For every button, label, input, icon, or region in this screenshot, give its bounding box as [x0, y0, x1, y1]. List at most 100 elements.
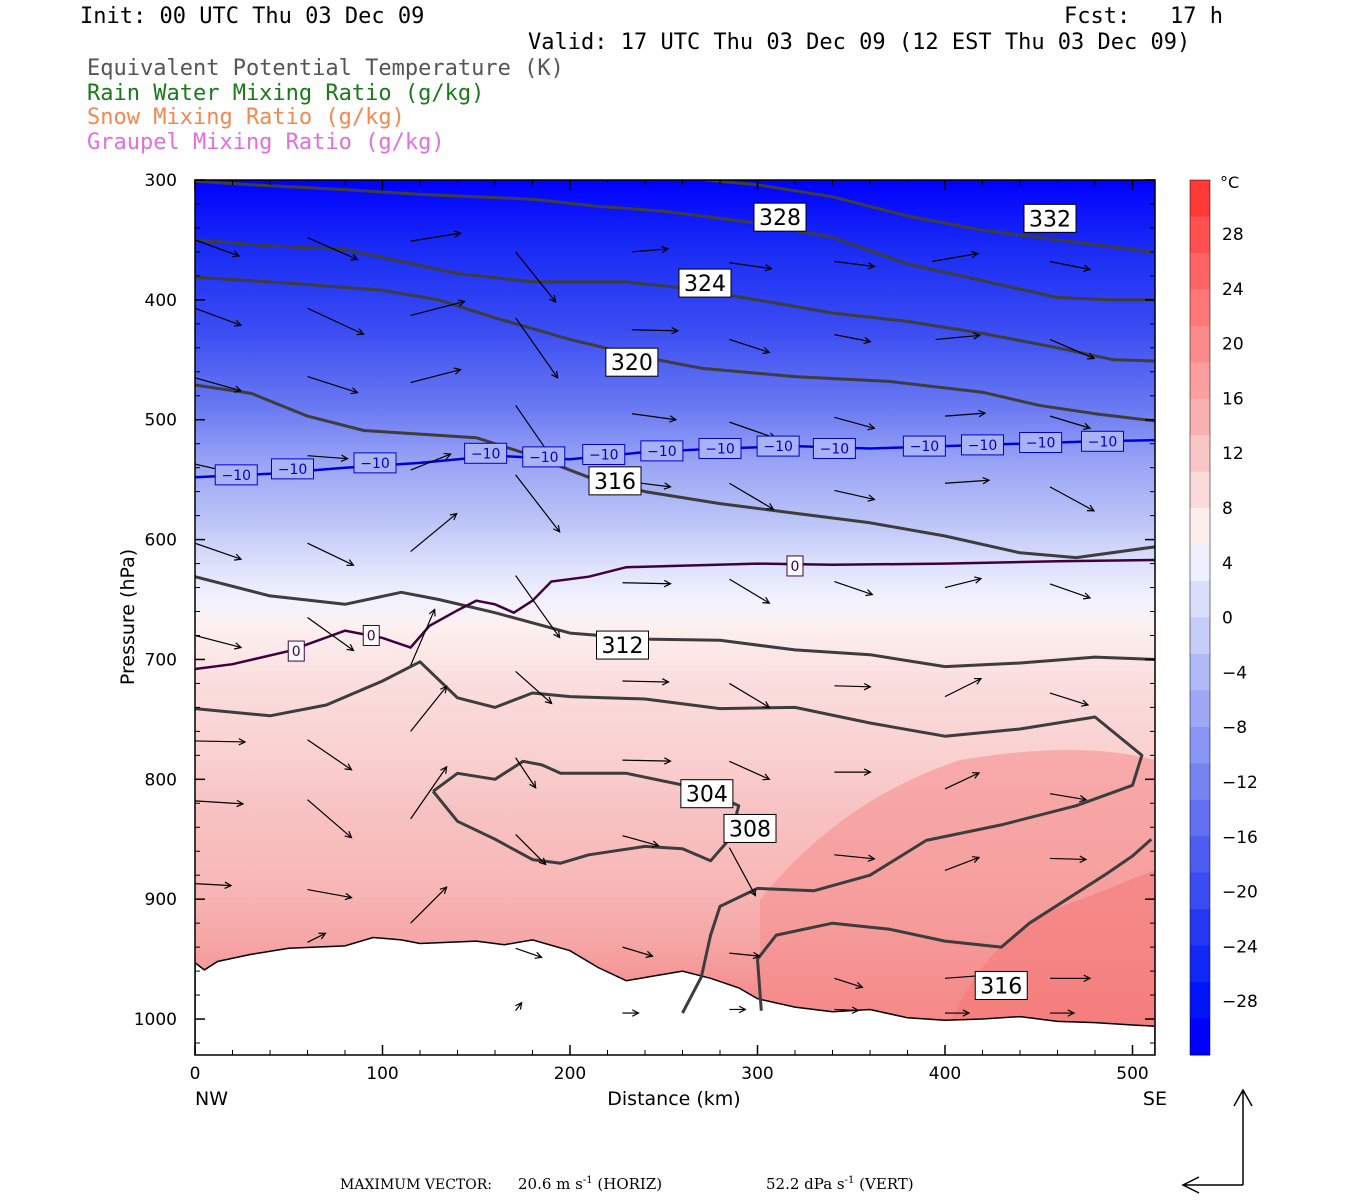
- ref-vector-horizontal: [1181, 1176, 1243, 1194]
- label-text: −10: [1088, 434, 1118, 450]
- vector-shaft: [729, 338, 770, 353]
- vector-shaft: [1049, 260, 1091, 271]
- isotherm-label: −10: [640, 440, 684, 462]
- label-box: [1023, 203, 1077, 233]
- wind-vector: [931, 250, 980, 263]
- vector-shaft: [622, 835, 659, 847]
- vector-head: [661, 678, 670, 686]
- wind-vector: [410, 512, 458, 553]
- colorbar-swatch: [1190, 653, 1210, 691]
- vector-head: [978, 409, 987, 418]
- vector-shaft: [622, 680, 669, 683]
- vector-head: [224, 881, 233, 889]
- label-box: [756, 435, 800, 457]
- label-text: −10: [529, 450, 559, 466]
- vector-head: [1081, 699, 1090, 707]
- vector-head: [974, 576, 983, 584]
- vector-head: [1082, 592, 1092, 600]
- vector-shaft: [944, 479, 990, 484]
- vector-head: [233, 553, 243, 561]
- x-tick-label-0: 0: [190, 1064, 201, 1084]
- vector-head: [1079, 855, 1088, 863]
- wind-vector: [944, 476, 991, 485]
- axes: 300 400 500 600 700 800 900 1000 0 100 200 300 400 50…: [117, 171, 1167, 1110]
- vector-head: [1083, 264, 1092, 272]
- wind-vector: [410, 886, 448, 924]
- valid-time: Valid: 17 UTC Thu 03 Dec 09 (12 EST Thu …: [528, 30, 1191, 55]
- colorbar-swatch: [1190, 872, 1210, 910]
- wind-vector: [1049, 486, 1096, 512]
- isotherm-label: −10: [214, 464, 258, 486]
- label-box: [1019, 432, 1063, 453]
- vector-shaft: [195, 634, 242, 649]
- vector-shaft: [307, 455, 348, 460]
- label-text: 304: [686, 783, 728, 808]
- isotherm-label: −10: [812, 437, 856, 459]
- vector-shaft: [1049, 857, 1087, 861]
- label-box: [902, 435, 946, 457]
- vector-shaft: [195, 740, 246, 743]
- colorbar-tick-label: 20: [1222, 335, 1244, 355]
- label-text: −10: [763, 439, 793, 455]
- vector-head: [663, 757, 672, 765]
- label-text: 332: [1029, 207, 1071, 232]
- isotherm-label: −10: [464, 442, 508, 464]
- colorbar-swatch: [1190, 398, 1210, 436]
- vector-shaft: [195, 800, 244, 805]
- wind-vector: [729, 682, 771, 709]
- x-tick-label-300: 300: [741, 1064, 773, 1084]
- y-tick-label-400: 400: [145, 291, 177, 311]
- wind-vector: [622, 678, 670, 686]
- vector-head: [234, 385, 243, 393]
- vector-head: [863, 682, 872, 691]
- vector-shaft: [935, 334, 980, 341]
- vector-head: [344, 763, 353, 771]
- vector-shaft: [307, 236, 358, 261]
- wind-vector: [410, 765, 448, 820]
- vector-head: [661, 245, 670, 254]
- wind-vector: [834, 768, 872, 776]
- colorbar-swatch: [1190, 799, 1210, 837]
- y-tick-label-600: 600: [145, 531, 177, 551]
- wind-vector: [944, 576, 983, 589]
- vector-shaft: [631, 413, 676, 421]
- vector-head: [440, 765, 448, 774]
- label-box: [678, 268, 732, 298]
- vector-head: [663, 482, 672, 490]
- wind-vector: [195, 738, 247, 746]
- vector-shaft: [622, 759, 671, 762]
- colorbar-tick-label: 16: [1222, 389, 1244, 409]
- vector-shaft: [515, 474, 561, 533]
- y-tick-label-900: 900: [145, 890, 177, 910]
- colorbar-frame: [1189, 179, 1211, 1056]
- y-axis-label: Pressure (hPa): [117, 549, 139, 685]
- vector-shaft: [195, 882, 232, 887]
- wind-vector: [631, 245, 670, 254]
- wind-vector: [410, 230, 462, 242]
- vector-head: [515, 1001, 523, 1010]
- vector-shaft: [834, 580, 873, 596]
- terrain-mask: [195, 936, 1155, 1055]
- vector-head: [453, 367, 462, 375]
- vector-head: [1083, 974, 1092, 983]
- vector-shaft: [307, 542, 354, 566]
- y-tick-label-500: 500: [145, 411, 177, 431]
- wind-vector: [307, 617, 355, 652]
- label-box: [588, 466, 642, 496]
- wind-vector: [515, 1001, 523, 1012]
- label-text: −10: [278, 462, 308, 478]
- vector-head: [344, 830, 353, 839]
- wind-vector: [834, 977, 864, 989]
- vector-head: [752, 951, 761, 960]
- colorbar-tick-label: 12: [1222, 444, 1244, 464]
- vector-head: [669, 415, 678, 423]
- vector-head: [971, 772, 981, 779]
- vector-head: [1067, 1009, 1076, 1017]
- y-tick-label-1000: 1000: [134, 1010, 177, 1030]
- colorbar-swatch: [1190, 289, 1210, 327]
- vector-shaft: [410, 368, 461, 384]
- theta-e-contour-320: [195, 275, 1155, 423]
- isotherm-label: −10: [271, 458, 314, 480]
- vector-shaft: [195, 307, 242, 326]
- isotherm-label: −10: [582, 443, 626, 465]
